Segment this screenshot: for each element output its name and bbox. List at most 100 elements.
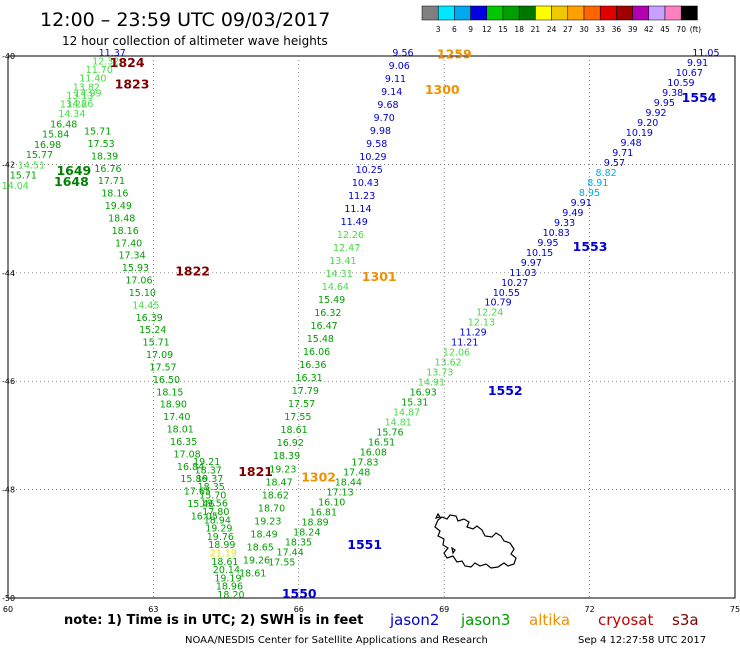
wave-height-value: 17.55 bbox=[284, 412, 311, 423]
longitude-label: 69 bbox=[439, 605, 449, 614]
wave-height-value: 11.70 bbox=[86, 65, 113, 76]
latitude-label: -44 bbox=[2, 269, 15, 278]
scale-swatch bbox=[486, 5, 504, 21]
wave-height-value: 11.21 bbox=[451, 338, 478, 349]
wave-height-value: 16.93 bbox=[410, 388, 437, 399]
longitude-label: 72 bbox=[585, 605, 595, 614]
pass-time-label: 1554 bbox=[682, 90, 717, 105]
wave-height-value: 19.26 bbox=[243, 555, 270, 566]
wave-height-value: 11.37 bbox=[99, 48, 126, 59]
wave-height-value: 10.55 bbox=[493, 288, 520, 299]
wave-height-value: 16.48 bbox=[50, 119, 77, 130]
wave-height-value: 14.51 bbox=[18, 160, 45, 171]
longitude-label: 66 bbox=[294, 605, 304, 614]
wave-height-value: 14.81 bbox=[385, 418, 412, 429]
wave-height-value: 17.79 bbox=[292, 386, 319, 397]
wave-height-value: 15.31 bbox=[401, 398, 428, 409]
pass-time-label: 1551 bbox=[347, 537, 382, 552]
wave-height-value: 11.05 bbox=[692, 48, 719, 59]
wave-height-value: 15.76 bbox=[376, 428, 403, 439]
wave-height-value: 18.70 bbox=[258, 503, 285, 514]
wave-height-value: 19.56 bbox=[201, 499, 228, 510]
wave-height-value: 18.48 bbox=[108, 213, 135, 224]
scale-label: 3 bbox=[436, 25, 441, 34]
wave-height-value: 9.91 bbox=[571, 198, 592, 209]
wave-height-value: 14.45 bbox=[132, 300, 159, 311]
wave-height-value: 17.09 bbox=[146, 350, 173, 361]
wave-height-value: 9.98 bbox=[370, 126, 391, 137]
wave-height-value: 11.49 bbox=[341, 217, 368, 228]
wave-height-value: 16.98 bbox=[34, 140, 61, 151]
wave-height-value: 15.84 bbox=[42, 130, 69, 141]
wave-height-value: 18.61 bbox=[280, 425, 307, 436]
wave-height-value: 9.49 bbox=[562, 208, 583, 219]
wave-height-value: 18.35 bbox=[285, 538, 312, 549]
wave-height-value: 18.61 bbox=[211, 557, 238, 568]
wave-height-value: 18.37 bbox=[195, 466, 222, 477]
scale-swatch bbox=[454, 5, 471, 21]
wave-height-value: 13.62 bbox=[435, 358, 462, 369]
wave-height-value: 11.14 bbox=[344, 204, 371, 215]
wave-height-value: 16.35 bbox=[170, 437, 197, 448]
wave-height-value: 17.57 bbox=[288, 399, 315, 410]
pass-time-label: 1301 bbox=[362, 269, 397, 284]
scale-label: 9 bbox=[468, 25, 473, 34]
map-title: 12:00 – 23:59 UTC 09/03/2017 bbox=[40, 9, 330, 31]
map-frame bbox=[7, 55, 736, 599]
wave-height-value: 18.47 bbox=[265, 477, 292, 488]
wave-height-value: 15.93 bbox=[122, 263, 149, 274]
wave-height-value: 9.95 bbox=[537, 238, 558, 249]
wave-height-value: 16.06 bbox=[303, 347, 330, 358]
wave-height-value: 9.91 bbox=[687, 58, 708, 69]
legend-entry: jason2 bbox=[389, 611, 439, 629]
scale-swatch bbox=[599, 5, 617, 21]
satellite-tracks: 11.3712.3211.7011.4013.8213.1313.2814.99… bbox=[2, 48, 720, 601]
wave-height-value: 9.48 bbox=[621, 138, 642, 149]
wave-height-value: 9.11 bbox=[385, 74, 406, 85]
wave-height-value: 21.19 bbox=[210, 549, 237, 560]
wave-height-value: 13.41 bbox=[329, 256, 356, 267]
wave-height-value: 12.13 bbox=[468, 318, 495, 329]
scale-label: 12 bbox=[482, 25, 492, 34]
wave-height-value: 9.71 bbox=[612, 148, 633, 159]
map-subtitle: 12 hour collection of altimeter wave hei… bbox=[62, 34, 328, 48]
wave-height-value: 17.53 bbox=[88, 139, 115, 150]
pass-time-label: 1823 bbox=[115, 77, 150, 92]
wave-height-value: 11.23 bbox=[348, 191, 375, 202]
wave-height-value: 17.80 bbox=[202, 507, 229, 518]
wave-height-value: 12.32 bbox=[92, 57, 119, 68]
wave-height-value: 19.23 bbox=[254, 516, 281, 527]
scale-swatch bbox=[616, 5, 633, 21]
wave-height-value: 17.57 bbox=[149, 362, 176, 373]
legend-entry: jason3 bbox=[460, 611, 510, 629]
wave-height-value: 16.10 bbox=[318, 498, 345, 509]
pass-time-label: 1648 bbox=[54, 174, 89, 189]
wave-height-value: 13.82 bbox=[73, 82, 100, 93]
longitude-label: 63 bbox=[148, 605, 158, 614]
wave-height-value: 17.40 bbox=[163, 412, 190, 423]
wave-height-value: 19.29 bbox=[205, 524, 232, 535]
wave-height-value: 14.34 bbox=[58, 109, 85, 120]
wave-height-value: 18.61 bbox=[239, 568, 266, 579]
wave-height-value: 15.77 bbox=[26, 150, 53, 161]
wave-height-value: 15.71 bbox=[10, 171, 37, 182]
wave-height-value: 18.01 bbox=[167, 425, 194, 436]
scale-swatch bbox=[632, 5, 650, 21]
wave-height-value: 18.90 bbox=[160, 400, 187, 411]
wave-height-value: 16.47 bbox=[311, 321, 338, 332]
pass-time-label: 1302 bbox=[301, 469, 336, 484]
wave-height-value: 19.19 bbox=[214, 573, 241, 584]
pass-time-label: 1550 bbox=[282, 586, 317, 601]
scale-swatch bbox=[680, 5, 698, 21]
wave-height-value: 14.87 bbox=[393, 408, 420, 419]
wave-height-value: 16.76 bbox=[94, 164, 121, 175]
scale-swatch bbox=[648, 5, 666, 21]
wave-height-value: 14.26 bbox=[66, 99, 93, 110]
wave-height-value: 18.96 bbox=[216, 582, 243, 593]
wave-height-color-scale: 3 6 9 12 15 18 21 24 27 30 33 36 39 42 45 70 (ft) bbox=[421, 5, 701, 34]
wave-height-value: 9.06 bbox=[389, 61, 410, 72]
wave-height-value: 9.68 bbox=[377, 100, 398, 111]
wave-height-value: 10.27 bbox=[501, 278, 528, 289]
scale-label: 27 bbox=[563, 25, 573, 34]
wave-height-value: 15.46 bbox=[187, 499, 214, 510]
